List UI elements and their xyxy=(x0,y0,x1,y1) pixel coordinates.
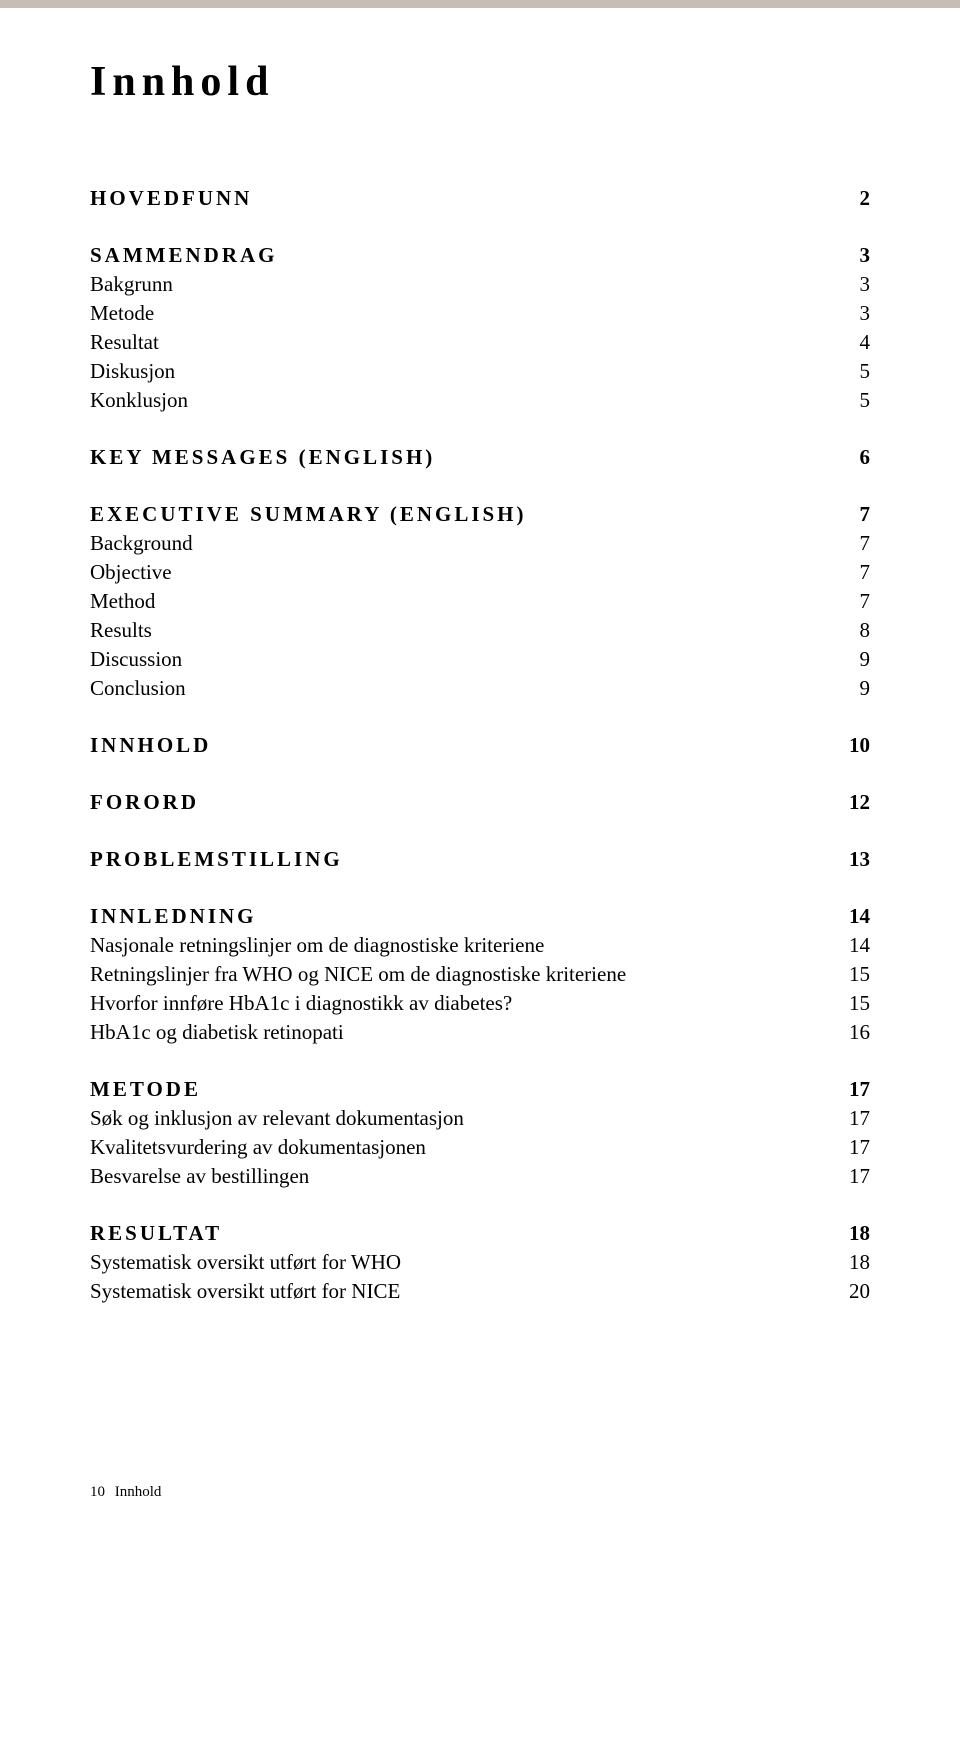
toc-hovedfunn: HOVEDFUNN 2 xyxy=(90,186,870,211)
toc-page: 8 xyxy=(820,618,870,643)
toc-label: Objective xyxy=(90,560,820,585)
toc-innhold-section: INNHOLD 10 xyxy=(90,733,870,758)
toc-page: 17 xyxy=(820,1077,870,1102)
toc-page: 18 xyxy=(820,1221,870,1246)
toc-page: 3 xyxy=(820,272,870,297)
toc-retningslinjer: Retningslinjer fra WHO og NICE om de dia… xyxy=(90,962,870,987)
toc-results: Results 8 xyxy=(90,618,870,643)
toc-background: Background 7 xyxy=(90,531,870,556)
toc-metode: Metode 3 xyxy=(90,301,870,326)
toc-page: 7 xyxy=(820,531,870,556)
toc-page: 7 xyxy=(820,589,870,614)
toc-label: SAMMENDRAG xyxy=(90,243,820,268)
toc-discussion: Discussion 9 xyxy=(90,647,870,672)
toc-label: HOVEDFUNN xyxy=(90,186,820,211)
toc-label: Besvarelse av bestillingen xyxy=(90,1164,820,1189)
toc-bakgrunn: Bakgrunn 3 xyxy=(90,272,870,297)
toc-page: 20 xyxy=(820,1279,870,1304)
toc-problemstilling: PROBLEMSTILLING 13 xyxy=(90,847,870,872)
toc-label: INNLEDNING xyxy=(90,904,820,929)
toc-metode-section: METODE 17 xyxy=(90,1077,870,1102)
toc-diskusjon: Diskusjon 5 xyxy=(90,359,870,384)
toc-page: 13 xyxy=(820,847,870,872)
toc-label: Discussion xyxy=(90,647,820,672)
toc-label: Retningslinjer fra WHO og NICE om de dia… xyxy=(90,962,820,987)
toc-konklusjon: Konklusjon 5 xyxy=(90,388,870,413)
toc-page: 2 xyxy=(820,186,870,211)
toc-page: 17 xyxy=(820,1106,870,1131)
toc-label: EXECUTIVE SUMMARY (ENGLISH) xyxy=(90,502,820,527)
toc-label: Kvalitetsvurdering av dokumentasjonen xyxy=(90,1135,820,1160)
toc-page: 9 xyxy=(820,647,870,672)
toc-label: INNHOLD xyxy=(90,733,820,758)
toc-page: 5 xyxy=(820,388,870,413)
toc-sysnice: Systematisk oversikt utført for NICE 20 xyxy=(90,1279,870,1304)
top-border-bar xyxy=(0,0,960,8)
toc-page: 14 xyxy=(820,904,870,929)
toc-syswho: Systematisk oversikt utført for WHO 18 xyxy=(90,1250,870,1275)
toc-objective: Objective 7 xyxy=(90,560,870,585)
toc-label: Systematisk oversikt utført for WHO xyxy=(90,1250,820,1275)
toc-resultat: Resultat 4 xyxy=(90,330,870,355)
toc-page: 14 xyxy=(820,933,870,958)
toc-label: Diskusjon xyxy=(90,359,820,384)
toc-page: 3 xyxy=(820,301,870,326)
toc-label: KEY MESSAGES (ENGLISH) xyxy=(90,445,820,470)
footer-section-name: Innhold xyxy=(115,1484,162,1500)
toc-forord: FORORD 12 xyxy=(90,790,870,815)
page-footer: 10 Innhold xyxy=(90,1484,870,1501)
toc-label: METODE xyxy=(90,1077,820,1102)
toc-label: Søk og inklusjon av relevant dokumentasj… xyxy=(90,1106,820,1131)
toc-label: Konklusjon xyxy=(90,388,820,413)
toc-keymessages: KEY MESSAGES (ENGLISH) 6 xyxy=(90,445,870,470)
toc-page: 4 xyxy=(820,330,870,355)
toc-page: 18 xyxy=(820,1250,870,1275)
toc-page: 10 xyxy=(820,733,870,758)
toc-label: RESULTAT xyxy=(90,1221,820,1246)
toc-hba1c: HbA1c og diabetisk retinopati 16 xyxy=(90,1020,870,1045)
toc-label: Resultat xyxy=(90,330,820,355)
toc-label: HbA1c og diabetisk retinopati xyxy=(90,1020,820,1045)
toc-page: 17 xyxy=(820,1164,870,1189)
toc-method: Method 7 xyxy=(90,589,870,614)
toc-label: Nasjonale retningslinjer om de diagnosti… xyxy=(90,933,820,958)
footer-page-number: 10 xyxy=(90,1484,105,1501)
toc-nasjonale: Nasjonale retningslinjer om de diagnosti… xyxy=(90,933,870,958)
toc-besvarelse: Besvarelse av bestillingen 17 xyxy=(90,1164,870,1189)
toc-page: 15 xyxy=(820,962,870,987)
toc-page: 7 xyxy=(820,560,870,585)
toc-hvorfor: Hvorfor innføre HbA1c i diagnostikk av d… xyxy=(90,991,870,1016)
toc-page: 12 xyxy=(820,790,870,815)
toc-page: 17 xyxy=(820,1135,870,1160)
toc-label: Method xyxy=(90,589,820,614)
toc-page: 5 xyxy=(820,359,870,384)
toc-label: Conclusion xyxy=(90,676,820,701)
page-content: Innhold HOVEDFUNN 2 SAMMENDRAG 3 Bakgrun… xyxy=(0,8,960,1541)
page-title: Innhold xyxy=(90,58,870,106)
toc-resultat-section: RESULTAT 18 xyxy=(90,1221,870,1246)
toc-innledning: INNLEDNING 14 xyxy=(90,904,870,929)
toc-sammendrag: SAMMENDRAG 3 xyxy=(90,243,870,268)
toc-label: Systematisk oversikt utført for NICE xyxy=(90,1279,820,1304)
toc-conclusion: Conclusion 9 xyxy=(90,676,870,701)
toc-label: Results xyxy=(90,618,820,643)
toc-label: Hvorfor innføre HbA1c i diagnostikk av d… xyxy=(90,991,820,1016)
toc-label: PROBLEMSTILLING xyxy=(90,847,820,872)
toc-page: 6 xyxy=(820,445,870,470)
toc-page: 3 xyxy=(820,243,870,268)
toc-sok: Søk og inklusjon av relevant dokumentasj… xyxy=(90,1106,870,1131)
toc-execsummary: EXECUTIVE SUMMARY (ENGLISH) 7 xyxy=(90,502,870,527)
toc-label: Metode xyxy=(90,301,820,326)
toc-page: 9 xyxy=(820,676,870,701)
toc-label: FORORD xyxy=(90,790,820,815)
toc-label: Background xyxy=(90,531,820,556)
toc-kvalitet: Kvalitetsvurdering av dokumentasjonen 17 xyxy=(90,1135,870,1160)
toc-label: Bakgrunn xyxy=(90,272,820,297)
toc-page: 7 xyxy=(820,502,870,527)
toc-page: 16 xyxy=(820,1020,870,1045)
toc-page: 15 xyxy=(820,991,870,1016)
